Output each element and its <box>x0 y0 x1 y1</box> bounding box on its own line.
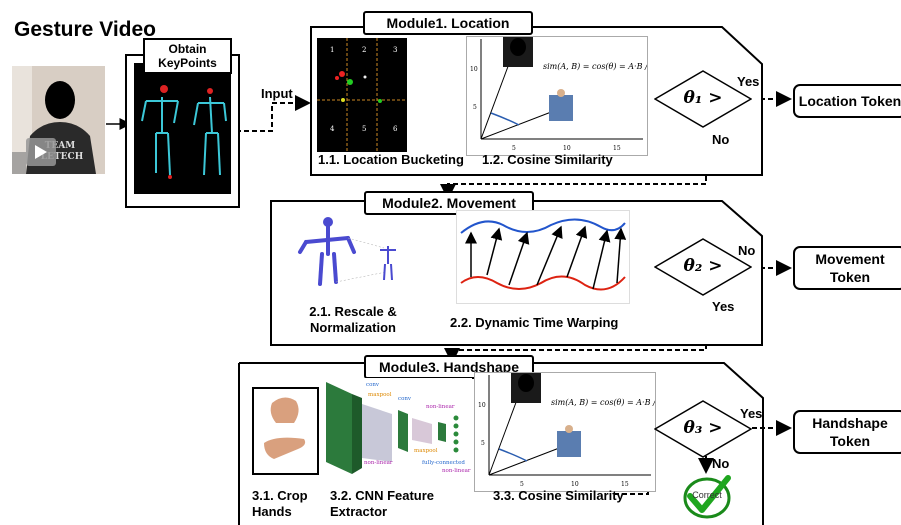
dtw-image <box>456 210 630 304</box>
cnn-label-maxpool-2: maxpool <box>414 448 438 454</box>
cos1-ytick-5: 5 <box>473 104 477 111</box>
cosine-similarity-panel-2: 5 10 15 5 10 sim(A, B) = cos(θ) = A·B / … <box>474 372 686 492</box>
correct-check-icon: Correct <box>682 474 732 520</box>
module3-step3-label: 3.3. Cosine Similarity <box>493 488 624 503</box>
module1-step1-label: 1.1. Location Bucketing <box>318 152 464 167</box>
cosine-formula-1: sim(A, B) = cos(θ) = A·B / ‖A‖‖B‖ <box>543 62 647 71</box>
theta2-no-label: No <box>738 243 756 258</box>
cosine-formula-2: sim(A, B) = cos(θ) = A·B / ‖A‖‖B‖ <box>551 398 655 407</box>
play-icon[interactable] <box>26 138 56 166</box>
input-arrow <box>236 95 311 132</box>
decision-diamond-2 <box>654 238 752 296</box>
cnn-label-nonlinear-2: non-linear <box>364 460 393 466</box>
decision-diamond-1 <box>654 70 752 128</box>
theta3-no-label: No <box>712 456 730 471</box>
correct-label: Correct <box>692 490 722 500</box>
theta3-yes-label: Yes <box>740 406 763 421</box>
theta2-label: θ₂ > <box>683 256 723 276</box>
input-label: Input <box>261 86 293 101</box>
decision-diamond-3 <box>654 400 752 458</box>
module1-step2-label: 1.2. Cosine Similarity <box>482 152 613 167</box>
cnn-feature-extractor-image: conv maxpool conv non-linear maxpool non… <box>322 378 472 478</box>
cnn-label-conv-1: conv <box>366 382 380 388</box>
theta1-no-label: No <box>712 132 730 147</box>
cos1-xtick-10: 10 <box>563 145 571 152</box>
cos2-xtick-5: 5 <box>520 481 524 488</box>
module3-step1-label: 3.1. Crop Hands <box>252 488 308 519</box>
obtain-keypoints-label: Obtain KeyPoints <box>143 38 232 74</box>
grid-cell-5: 5 <box>362 125 366 133</box>
cnn-label-fully-connected: fully-connected <box>422 460 465 466</box>
module2-title: Module2. Movement <box>364 191 534 215</box>
cos1-xtick-5: 5 <box>512 145 516 152</box>
rescale-skeleton-image <box>292 212 410 294</box>
module3-step2-label: 3.2. CNN Feature Extractor <box>330 488 435 519</box>
theta1-yes-label: Yes <box>737 74 760 89</box>
cnn-label-nonlinear-3: non-linear <box>442 468 471 474</box>
cos2-ytick-5: 5 <box>481 440 485 447</box>
handshape-token: Handshape Token <box>793 410 901 454</box>
theta2-yes-label: Yes <box>712 299 735 314</box>
grid-cell-6: 6 <box>393 125 398 133</box>
movement-token: Movement Token <box>793 246 901 290</box>
cnn-label-maxpool-1: maxpool <box>368 392 392 398</box>
cnn-label-conv-2: conv <box>398 396 412 402</box>
theta3-label: θ₃ > <box>683 418 723 438</box>
cos2-ytick-10: 10 <box>478 402 486 409</box>
cosine-similarity-panel-1: 5 10 15 5 10 sim(A, B) = cos(θ) = A·B / … <box>466 36 678 156</box>
svg-text:LETECH: LETECH <box>41 152 84 162</box>
svg-text:TEAM: TEAM <box>45 141 76 151</box>
cos1-ytick-10: 10 <box>470 66 478 73</box>
diagram-title: Gesture Video <box>14 18 156 41</box>
module2-step1-label: 2.1. Rescale & Normalization <box>309 304 397 335</box>
module1-title: Module1. Location <box>363 11 533 35</box>
cos2-xtick-15: 15 <box>621 481 629 488</box>
skeleton-image <box>134 63 231 194</box>
theta1-label: θ₁ > <box>683 88 723 108</box>
location-token: Location Token <box>793 84 901 118</box>
grid-cell-3: 3 <box>393 46 397 54</box>
cos2-xtick-10: 10 <box>571 481 579 488</box>
grid-cell-1: 1 <box>330 46 334 54</box>
gesture-video-thumbnail: TEAM LETECH <box>12 66 105 174</box>
cnn-label-nonlinear-1: non-linear <box>426 404 455 410</box>
cos1-xtick-15: 15 <box>613 145 621 152</box>
grid-cell-2: 2 <box>362 46 366 54</box>
crop-hands-image <box>252 387 319 475</box>
grid-cell-4: 4 <box>330 125 335 133</box>
module2-step2-label: 2.2. Dynamic Time Warping <box>450 315 619 330</box>
location-bucketing-image: 1 2 3 4 5 6 <box>317 38 407 152</box>
keypoints-frame <box>125 54 240 208</box>
